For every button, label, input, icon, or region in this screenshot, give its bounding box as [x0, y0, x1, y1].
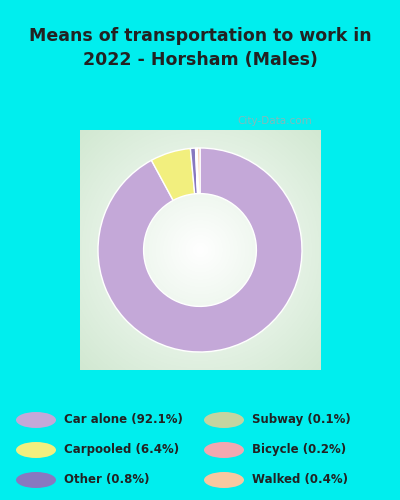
- Text: Car alone (92.1%): Car alone (92.1%): [64, 414, 183, 426]
- Text: City-Data.com: City-Data.com: [238, 116, 312, 126]
- Text: Subway (0.1%): Subway (0.1%): [252, 414, 351, 426]
- Wedge shape: [98, 148, 302, 352]
- Text: Other (0.8%): Other (0.8%): [64, 474, 150, 486]
- Wedge shape: [196, 148, 198, 194]
- Ellipse shape: [16, 442, 56, 458]
- Text: Bicycle (0.2%): Bicycle (0.2%): [252, 444, 346, 456]
- Ellipse shape: [204, 472, 244, 488]
- Text: Carpooled (6.4%): Carpooled (6.4%): [64, 444, 179, 456]
- Text: Means of transportation to work in
2022 - Horsham (Males): Means of transportation to work in 2022 …: [29, 27, 371, 69]
- Wedge shape: [196, 148, 198, 194]
- Text: Walked (0.4%): Walked (0.4%): [252, 474, 348, 486]
- Ellipse shape: [16, 412, 56, 428]
- Wedge shape: [152, 148, 195, 201]
- Ellipse shape: [204, 442, 244, 458]
- Ellipse shape: [204, 412, 244, 428]
- Wedge shape: [198, 148, 200, 194]
- Wedge shape: [190, 148, 198, 194]
- Ellipse shape: [16, 472, 56, 488]
